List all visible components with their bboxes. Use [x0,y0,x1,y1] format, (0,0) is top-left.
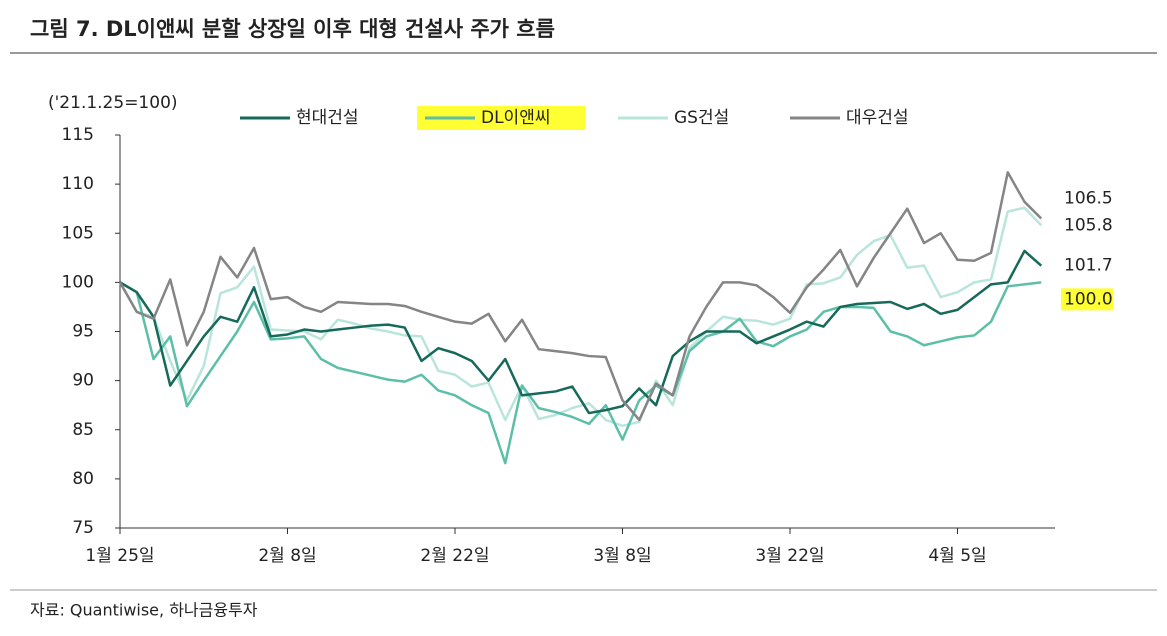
data-label: 106.5 [1064,189,1113,209]
y-tick-label: 85 [72,420,94,440]
series-line [119,249,1043,415]
x-tick-label: 2월 8일 [258,546,316,566]
y-tick-label: 115 [62,125,94,145]
series-line [118,171,1043,422]
x-tick-label: 3월 22일 [755,546,824,566]
series-line [118,206,1043,428]
y-tick-label: 105 [62,223,94,243]
x-tick-label: 3월 8일 [593,546,651,566]
x-tick-label: 2월 22일 [420,546,489,566]
y-tick-label: 95 [72,322,94,342]
y-tick-label: 110 [62,174,94,194]
y-tick-label: 90 [72,371,94,391]
legend-label: GS건설 [674,108,729,128]
y-unit-label: ('21.1.25=100) [48,93,178,113]
x-tick-label: 1월 25일 [85,546,154,566]
chart-title: 그림 7. DL이앤씨 분할 상장일 이후 대형 건설사 주가 흐름 [30,17,555,41]
y-tick-label: 80 [72,469,94,489]
legend-label: DL이앤씨 [481,108,550,128]
data-label: 100.0 [1064,289,1113,309]
source: 자료: Quantiwise, 하나금융투자 [30,601,258,620]
legend-label: 현대건설 [296,108,359,128]
legend-label: 대우건설 [846,108,909,128]
y-tick-label: 100 [62,272,94,292]
x-tick-label: 4월 5일 [928,546,986,566]
series-line [119,281,1042,465]
data-label: 105.8 [1064,215,1113,235]
label-highlight [1061,288,1113,311]
data-label: 101.7 [1064,256,1113,276]
y-tick-label: 75 [72,518,94,538]
